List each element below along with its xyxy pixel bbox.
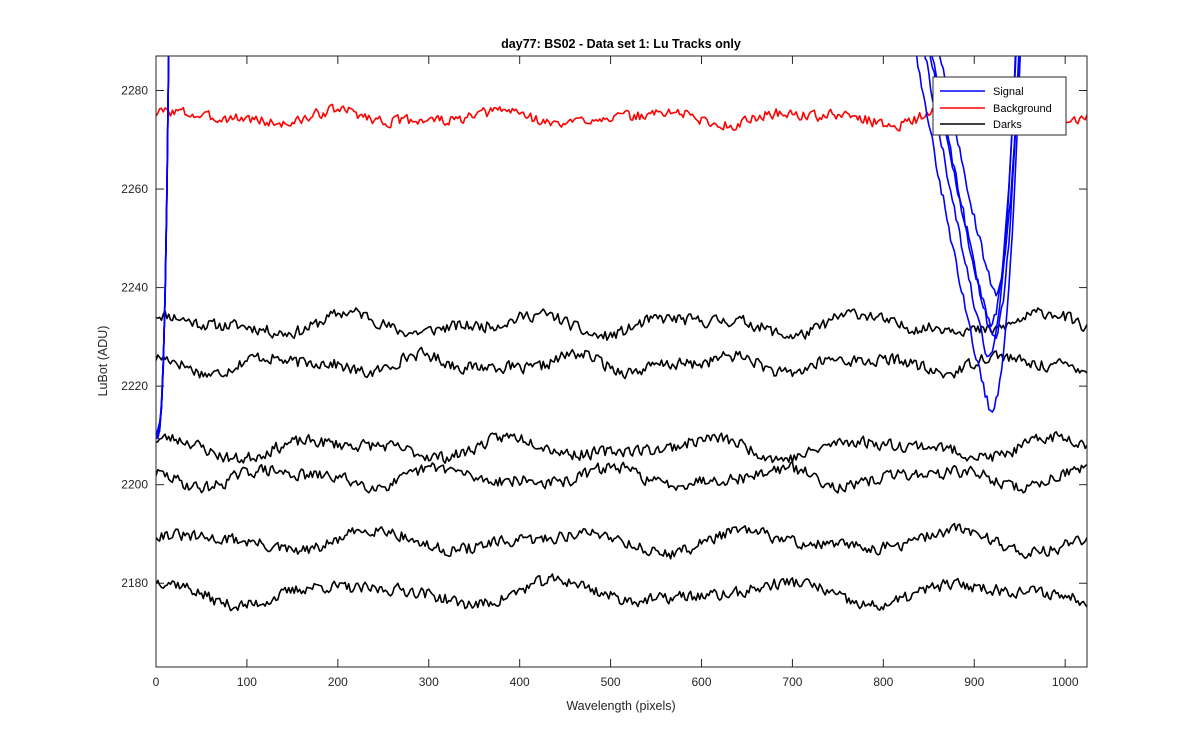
dark-line <box>156 431 1087 464</box>
y-axis-label: LuBot (ADU) <box>96 326 110 397</box>
chart-title: day77: BS02 - Data set 1: Lu Tracks only <box>501 37 741 51</box>
x-tick-label: 900 <box>964 675 984 689</box>
y-tick-label: 2280 <box>121 83 148 97</box>
legend-box <box>932 76 1067 136</box>
x-tick-label: 100 <box>237 675 257 689</box>
dark-line <box>156 307 1087 341</box>
x-tick-label: 400 <box>510 675 530 689</box>
y-tick-label: 2220 <box>121 379 148 393</box>
series-layer <box>156 56 1087 612</box>
plot-area <box>156 56 1087 667</box>
y-tick-label: 2260 <box>121 182 148 196</box>
signal-line <box>156 56 1021 439</box>
legend: Signal Background Darks <box>932 76 1067 136</box>
dark-line <box>156 522 1087 560</box>
x-tick-label: 500 <box>601 675 621 689</box>
dark-line <box>156 573 1087 612</box>
y-tick-label: 2180 <box>121 576 148 590</box>
x-tick-label: 200 <box>328 675 348 689</box>
legend-label-signal: Signal <box>993 86 1024 98</box>
signal-line <box>156 56 1020 439</box>
dark-line <box>156 346 1087 380</box>
legend-label-background: Background <box>993 103 1052 115</box>
x-tick-label: 1000 <box>1052 675 1079 689</box>
signal-line <box>156 56 1017 439</box>
x-tick-label: 700 <box>782 675 802 689</box>
x-axis-label: Wavelength (pixels) <box>566 699 675 713</box>
y-tick-label: 2240 <box>121 281 148 295</box>
x-tick-label: 0 <box>153 675 160 689</box>
x-tick-label: 800 <box>873 675 893 689</box>
plot-frame <box>155 55 1088 668</box>
legend-label-darks: Darks <box>993 119 1022 131</box>
y-tick-label: 2200 <box>121 478 148 492</box>
background-line <box>156 103 1087 132</box>
dark-line <box>156 461 1087 494</box>
ticks-layer: 0 100 200 300 400 500 600 700 800 900 1000 2180 2200… <box>121 56 1087 689</box>
x-tick-label: 600 <box>691 675 711 689</box>
x-tick-label: 300 <box>419 675 439 689</box>
